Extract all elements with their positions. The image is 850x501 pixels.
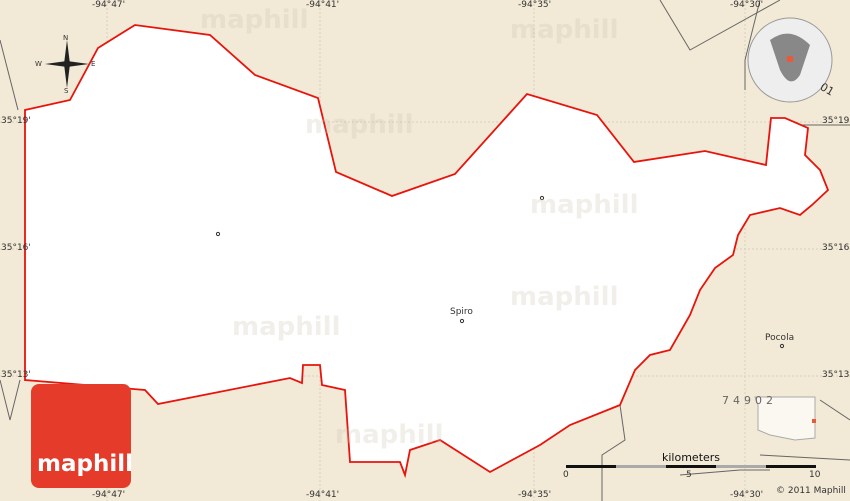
zip-boundary (679, 469, 770, 476)
zip-boundary (0, 39, 19, 111)
longitude-label: -94°35' (518, 490, 552, 500)
latitude-label: 35°19' (822, 116, 850, 126)
scale-unit: kilometers (662, 451, 721, 464)
watermark: maphill (335, 420, 444, 450)
zip-boundary (744, 0, 761, 90)
longitude-label: -94°41' (306, 0, 340, 10)
place-marker (779, 343, 785, 349)
longitude-label: -94°35' (518, 0, 552, 10)
maphill-logo[interactable]: maphill (31, 384, 133, 488)
watermark: maphill (530, 190, 639, 220)
state-inset-icon (754, 396, 816, 441)
copyright: © 2011 Maphill (776, 486, 846, 496)
compass-s: S (64, 87, 69, 95)
spiro-region (24, 24, 830, 479)
place-marker (539, 195, 545, 201)
compass-rose-icon (45, 40, 89, 88)
zip-label: 74902 (722, 394, 777, 407)
latitude-label: 35°13' (1, 370, 31, 380)
watermark: maphill (232, 312, 341, 342)
longitude-label: -94°47' (92, 0, 126, 10)
watermark: maphill (305, 110, 414, 140)
zip-boundary (759, 454, 850, 461)
compass-w: W (35, 60, 42, 68)
latitude-label: 35°16' (1, 243, 31, 253)
latitude-label: 35°13' (822, 370, 850, 380)
scale-bar (566, 465, 816, 468)
globe-icon (747, 17, 833, 103)
longitude-label: -94°41' (306, 490, 340, 500)
zip-boundary (601, 404, 626, 501)
scale-tick: 10 (809, 470, 821, 480)
zip-boundary (819, 399, 850, 421)
place-label-spiro[interactable]: Spiro (450, 307, 473, 317)
longitude-label: -94°30' (730, 490, 764, 500)
watermark: maphill (510, 282, 619, 312)
longitude-label: -94°47' (92, 490, 126, 500)
place-marker (215, 231, 221, 237)
latitude-label: 35°16' (822, 243, 850, 253)
scale-tick: 5 (686, 470, 692, 480)
zip-boundary (659, 0, 781, 51)
scale-tick: 0 (563, 470, 569, 480)
zip-boundary (0, 379, 21, 421)
compass-e: E (91, 60, 96, 68)
latitude-label: 35°19' (1, 116, 31, 126)
logo-text: maphill (37, 451, 133, 477)
place-marker (459, 318, 465, 324)
place-label-pocola[interactable]: Pocola (765, 333, 795, 343)
watermark: maphill (510, 15, 619, 45)
longitude-label: -94°30' (730, 0, 764, 10)
compass-n: N (63, 34, 69, 42)
watermark: maphill (200, 5, 309, 35)
